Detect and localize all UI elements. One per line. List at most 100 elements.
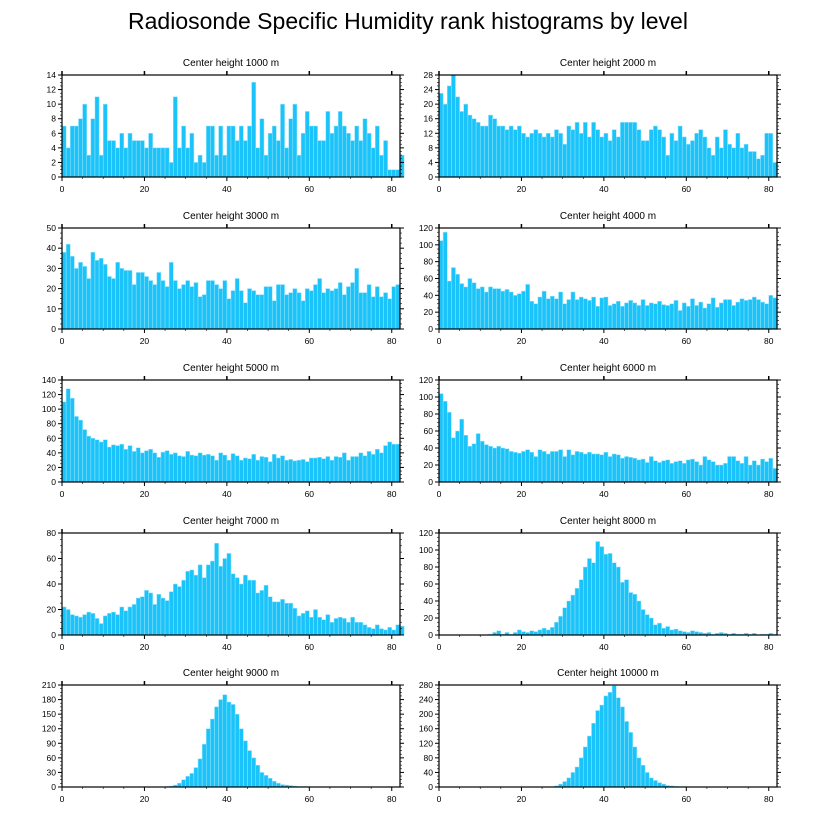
histogram-bar (115, 614, 120, 636)
histogram-bar (271, 300, 277, 330)
y-tick-label: 0 (51, 172, 56, 182)
chart-panel-8: Center height 8000 m 0 20 40 60 80 100 120 0 20 40… (419, 516, 781, 652)
y-tick-label: 0 (428, 324, 433, 334)
histogram-bar (512, 129, 518, 178)
histogram-bar (284, 459, 289, 483)
y-tick-label: 180 (42, 695, 56, 705)
histogram-bar (82, 614, 87, 636)
histogram-bar (500, 447, 506, 483)
histogram-bar (545, 298, 551, 330)
y-tick-label: 20 (47, 284, 57, 294)
histogram-bar (442, 401, 448, 483)
x-tick-label: 0 (60, 336, 65, 346)
histogram-bar (583, 453, 588, 483)
histogram-bar (694, 461, 699, 483)
y-tick-label: 0 (428, 172, 433, 182)
histogram-bar (325, 111, 331, 178)
x-tick-label: 20 (140, 642, 150, 652)
histogram-bar (333, 125, 339, 178)
histogram-bar (247, 125, 252, 178)
histogram-bar (611, 453, 617, 483)
y-tick-label: 8 (51, 114, 56, 124)
histogram-bar (714, 464, 720, 483)
histogram-bar (648, 617, 654, 636)
histogram-bar (517, 293, 522, 330)
histogram-bar (607, 692, 613, 788)
histogram-bar (300, 300, 306, 330)
histogram-bar (168, 454, 174, 483)
x-tick-label: 0 (60, 184, 65, 194)
histogram-bar (698, 464, 704, 483)
histogram-bar (681, 302, 687, 330)
histogram-bar (82, 429, 87, 483)
y-tick-label: 40 (47, 448, 57, 458)
x-tick-label: 0 (437, 336, 442, 346)
histogram-bar (599, 546, 605, 636)
histogram-bar (111, 444, 116, 483)
histogram-bar (69, 614, 75, 636)
histogram-bar (508, 291, 514, 330)
y-tick-label: 28 (424, 70, 434, 80)
x-tick-label: 20 (517, 489, 527, 499)
histogram-bar (587, 452, 592, 483)
histogram-bar (210, 718, 215, 788)
histogram-bar (620, 122, 625, 178)
histogram-bar (587, 735, 592, 788)
histogram-bar (218, 699, 224, 788)
histogram-bar (61, 401, 67, 483)
y-tick-label: 8 (428, 143, 433, 153)
histogram-bar (710, 297, 716, 330)
histogram-bar (574, 122, 580, 178)
histogram-bar (218, 565, 224, 636)
histogram-bar (611, 303, 617, 330)
histogram-bar (193, 455, 199, 483)
histogram-bar (764, 303, 770, 330)
histogram-bar (438, 240, 444, 330)
histogram-bar (214, 542, 219, 636)
histogram-bar (197, 296, 203, 330)
histogram-bar (379, 296, 384, 330)
histogram-bar (251, 290, 256, 330)
histogram-bar (591, 122, 596, 178)
histogram-bar (284, 602, 289, 636)
chart-panel-5: Center height 5000 m 0 20 40 60 80 100 120 140 0 2… (42, 363, 404, 499)
histogram-bar (259, 590, 265, 636)
histogram-bar (247, 288, 252, 330)
histogram-bar (276, 284, 281, 330)
histogram-bar (131, 284, 137, 330)
x-tick-label: 60 (682, 642, 692, 652)
histogram-bar (756, 464, 761, 483)
histogram-bar (488, 446, 493, 483)
histogram-bar (321, 292, 327, 330)
histogram-bar (686, 306, 691, 330)
histogram-bar (504, 129, 510, 178)
histogram-bar (595, 541, 601, 636)
histogram-bar (354, 456, 360, 483)
histogram-bar (251, 757, 256, 788)
histogram-bar (342, 452, 347, 483)
histogram-bar (653, 303, 658, 330)
page-title: Radiosonde Specific Humidity rank histog… (128, 8, 688, 34)
histogram-bar (714, 306, 720, 330)
histogram-bar (263, 154, 269, 178)
histogram-bar (484, 444, 489, 483)
histogram-bar (160, 597, 166, 636)
histogram-bar (690, 458, 695, 483)
chart-panel-6: Center height 6000 m 0 20 40 60 80 100 120 0 20 40… (419, 363, 781, 499)
histogram-bar (119, 268, 125, 330)
histogram-bar (488, 286, 493, 330)
histogram-bar (752, 296, 757, 330)
histogram-bar (467, 278, 473, 330)
histogram-bar (395, 443, 401, 483)
histogram-bar (636, 129, 642, 178)
histogram-bar (296, 615, 302, 636)
histogram-bar (628, 300, 633, 330)
y-tick-label: 100 (419, 545, 433, 555)
histogram-bar (607, 305, 613, 330)
histogram-bar (743, 143, 749, 178)
histogram-bar (665, 626, 671, 636)
histogram-bar (467, 446, 473, 483)
histogram-bar (102, 264, 108, 330)
histogram-bar (395, 284, 401, 330)
y-tick-label: 80 (47, 419, 57, 429)
